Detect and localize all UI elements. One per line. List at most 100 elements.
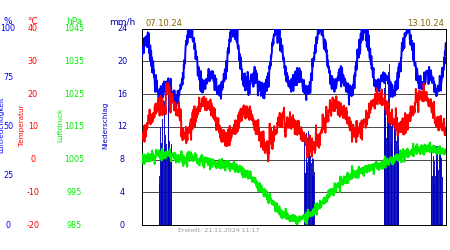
Text: 1015: 1015 (64, 122, 84, 131)
Bar (394, 126, 395, 225)
Bar (169, 155, 170, 225)
Bar (166, 144, 167, 225)
Text: 40: 40 (28, 24, 38, 33)
Bar (393, 161, 394, 225)
Bar (162, 158, 163, 225)
Bar (304, 132, 305, 225)
Text: -10: -10 (27, 188, 39, 197)
Bar (387, 107, 388, 225)
Text: Temperatur: Temperatur (18, 104, 25, 146)
Text: 1005: 1005 (64, 155, 84, 164)
Bar (391, 126, 392, 225)
Bar (169, 141, 170, 225)
Bar (161, 143, 162, 225)
Text: 20: 20 (117, 57, 127, 66)
Bar (385, 77, 386, 225)
Bar (167, 102, 168, 225)
Bar (304, 134, 305, 225)
Bar (311, 163, 312, 225)
Bar (442, 177, 443, 225)
Bar (310, 156, 311, 225)
Bar (170, 158, 171, 225)
Bar (305, 173, 306, 225)
Bar (396, 140, 397, 225)
Bar (311, 168, 312, 225)
Text: 985: 985 (67, 220, 82, 230)
Text: hPa: hPa (66, 17, 82, 26)
Bar (438, 170, 439, 225)
Bar (386, 138, 387, 225)
Bar (442, 181, 443, 225)
Bar (395, 160, 396, 225)
Bar (313, 160, 314, 225)
Bar (159, 176, 160, 225)
Bar (441, 158, 442, 225)
Text: 16: 16 (117, 90, 127, 99)
Text: -20: -20 (27, 220, 39, 230)
Bar (310, 173, 311, 225)
Text: 24: 24 (117, 24, 127, 33)
Bar (433, 156, 434, 225)
Text: 0: 0 (30, 155, 36, 164)
Text: Luftdruck: Luftdruck (57, 108, 63, 142)
Text: Erstellt: 21.11.2024 11:17: Erstellt: 21.11.2024 11:17 (178, 228, 259, 232)
Text: %: % (4, 17, 13, 26)
Bar (164, 101, 165, 225)
Text: 8: 8 (120, 155, 125, 164)
Text: mm/h: mm/h (109, 17, 135, 26)
Bar (398, 147, 399, 225)
Text: 1025: 1025 (64, 90, 85, 99)
Bar (170, 98, 171, 225)
Text: 13.10.24: 13.10.24 (407, 18, 444, 28)
Bar (390, 121, 391, 225)
Bar (171, 144, 172, 225)
Bar (167, 155, 168, 225)
Bar (431, 149, 432, 225)
Text: Luftfeuchtigkeit: Luftfeuchtigkeit (0, 96, 4, 153)
Text: 1035: 1035 (64, 57, 84, 66)
Bar (384, 88, 385, 225)
Text: Niederschlag: Niederschlag (102, 101, 108, 149)
Bar (385, 118, 386, 225)
Bar (388, 72, 389, 225)
Bar (306, 133, 307, 225)
Bar (397, 158, 398, 225)
Bar (160, 126, 161, 225)
Text: 25: 25 (3, 172, 13, 180)
Bar (434, 161, 435, 225)
Text: 10: 10 (28, 122, 38, 131)
Bar (161, 108, 162, 225)
Bar (308, 131, 309, 225)
Bar (434, 182, 435, 225)
Bar (386, 90, 387, 225)
Bar (168, 94, 169, 225)
Bar (437, 166, 438, 225)
Bar (439, 150, 440, 225)
Text: 20: 20 (28, 90, 38, 99)
Bar (440, 146, 441, 225)
Text: 07.10.24: 07.10.24 (145, 18, 182, 28)
Bar (384, 105, 385, 225)
Bar (397, 116, 398, 225)
Bar (313, 176, 314, 225)
Bar (432, 176, 433, 225)
Text: 995: 995 (67, 188, 82, 197)
Bar (392, 114, 393, 225)
Bar (314, 158, 315, 225)
Text: °C: °C (27, 17, 38, 26)
Text: 12: 12 (117, 122, 127, 131)
Bar (441, 178, 442, 225)
Text: 4: 4 (120, 188, 125, 197)
Bar (435, 162, 436, 225)
Bar (309, 135, 310, 225)
Bar (398, 123, 399, 225)
Bar (160, 126, 161, 225)
Bar (389, 64, 390, 225)
Bar (435, 176, 436, 225)
Bar (314, 172, 315, 225)
Bar (436, 146, 437, 225)
Text: 50: 50 (3, 122, 13, 131)
Text: 30: 30 (28, 57, 38, 66)
Bar (396, 124, 397, 225)
Bar (312, 158, 313, 225)
